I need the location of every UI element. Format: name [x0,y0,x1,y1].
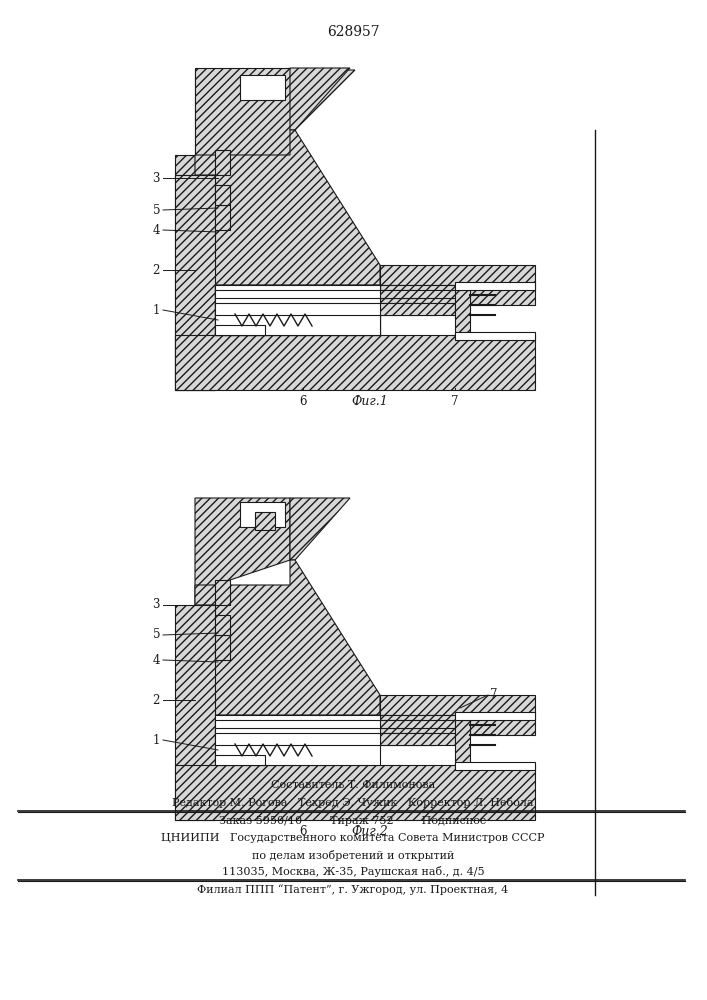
Bar [215,290,420,298]
Text: Филиал ППП “Патент”, г. Ужгород, ул. Проектная, 4: Филиал ППП “Патент”, г. Ужгород, ул. Про… [197,884,508,895]
Polygon shape [380,285,535,305]
Polygon shape [290,68,350,130]
Bar [455,762,535,770]
Polygon shape [215,715,255,735]
Bar [215,303,435,315]
Bar [215,580,230,605]
Bar [215,205,230,230]
Bar [380,720,465,728]
Text: 6: 6 [299,825,307,838]
Bar [215,285,380,335]
Bar [215,285,380,335]
Text: 6: 6 [299,395,307,408]
Polygon shape [175,335,535,390]
Text: Заказ 5950/10        Тираж 752        Подписное: Заказ 5950/10 Тираж 752 Подписное [219,816,486,826]
Bar [215,733,435,745]
Text: Фиг.2: Фиг.2 [351,825,388,838]
Bar [215,755,265,765]
Polygon shape [455,720,470,770]
Polygon shape [215,285,255,305]
Bar [255,512,275,530]
Polygon shape [380,715,535,735]
Polygon shape [175,175,215,390]
Text: 4: 4 [153,654,160,666]
Bar [380,303,455,315]
Text: 628957: 628957 [327,25,380,39]
Bar [215,150,230,175]
Bar [380,733,455,745]
Text: Составитель Т. Филимонова: Составитель Т. Филимонова [271,780,435,790]
Text: 1: 1 [153,734,160,746]
Bar [215,715,380,765]
Polygon shape [175,765,535,820]
Polygon shape [175,70,295,390]
Text: Фиг.1: Фиг.1 [351,395,388,408]
Polygon shape [285,70,355,130]
Polygon shape [455,290,470,340]
Bar [215,615,230,635]
Bar [380,290,465,298]
Bar [215,720,420,728]
Bar [215,635,230,660]
Bar [215,285,380,335]
Polygon shape [175,605,215,820]
Bar [215,325,265,335]
Text: 7: 7 [451,395,459,408]
Polygon shape [195,130,380,285]
Polygon shape [195,498,290,605]
Text: 2: 2 [153,263,160,276]
Text: 5: 5 [153,204,160,217]
Bar [240,75,285,100]
Text: 4: 4 [153,224,160,236]
Text: 113035, Москва, Ж-35, Раушская наб., д. 4/5: 113035, Москва, Ж-35, Раушская наб., д. … [222,866,484,877]
Bar [455,712,535,720]
Polygon shape [380,695,535,715]
Bar [215,185,230,205]
Bar [455,332,535,340]
Text: 5: 5 [153,629,160,642]
Bar [455,282,535,290]
Bar [240,502,285,527]
Text: 7: 7 [490,688,498,702]
Text: 3: 3 [153,172,160,184]
Polygon shape [195,560,380,715]
Text: по делам изобретений и открытий: по делам изобретений и открытий [252,850,454,861]
Polygon shape [290,498,350,560]
Text: 1: 1 [153,304,160,316]
Text: 2: 2 [153,694,160,706]
Polygon shape [380,265,535,285]
Text: 3: 3 [153,598,160,611]
Text: ЦНИИПИ   Государственного комитета Совета Министров СССР: ЦНИИПИ Государственного комитета Совета … [161,833,545,843]
Text: Редактор М. Рогова   Техред Э. Чужик   Корректор Л. Небола: Редактор М. Рогова Техред Э. Чужик Корре… [173,797,534,808]
Polygon shape [195,68,290,175]
